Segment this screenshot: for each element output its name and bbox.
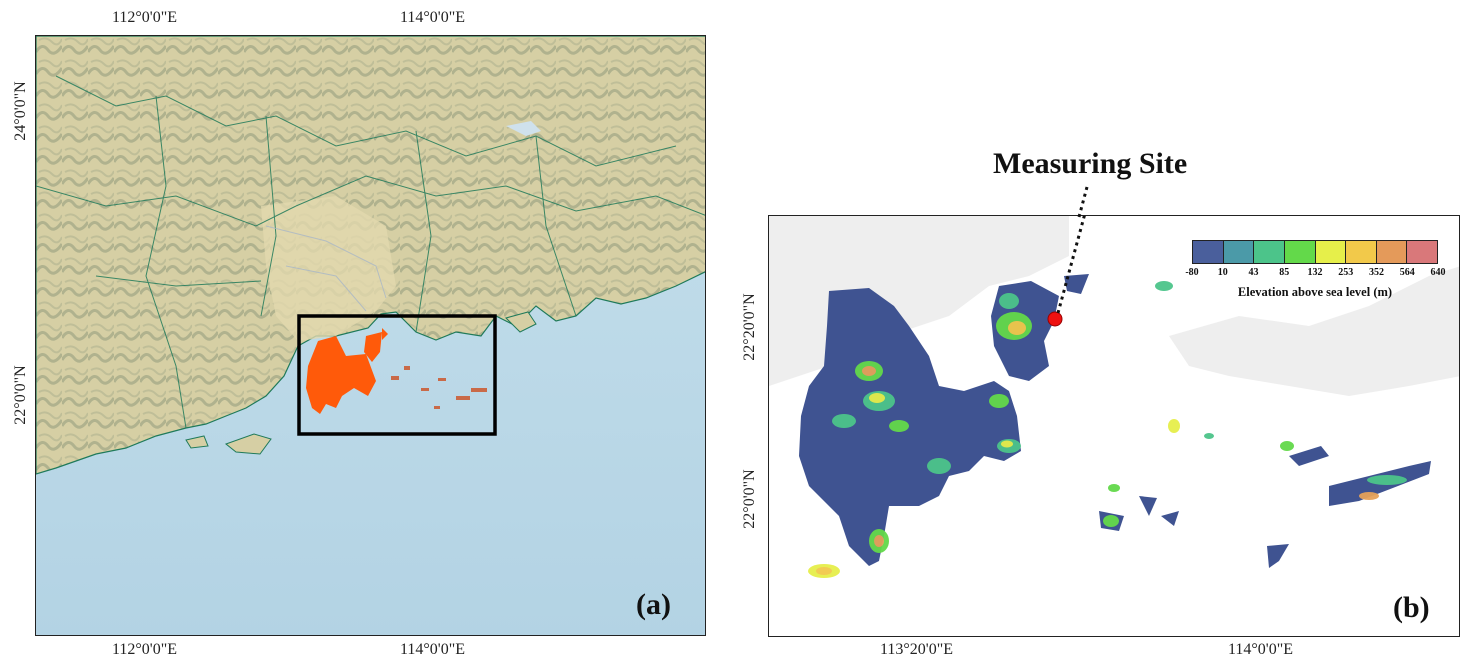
map-a-top-tick-2: 114°0'0"E — [400, 9, 465, 26]
map-a-left-tick-2: 22°0'0"N — [12, 365, 29, 425]
elevation-legend: -80 10 43 85 132 253 352 564 640 Elevati… — [1185, 240, 1446, 300]
map-b-bottom-tick-2: 114°0'0"E — [1228, 641, 1293, 658]
study-area-map: (b) — [768, 215, 1460, 637]
regional-map-graphic — [36, 36, 705, 635]
study-area-map-graphic — [769, 216, 1459, 578]
map-a-bottom-tick-2: 114°0'0"E — [400, 641, 465, 658]
site-leader-line — [1077, 186, 1089, 218]
legend-tick: 85 — [1279, 267, 1290, 278]
map-a-left-tick-1: 24°0'0"N — [12, 81, 29, 141]
panel-b-label: (b) — [1393, 591, 1430, 624]
legend-tick: 43 — [1248, 267, 1259, 278]
legend-title: Elevation above sea level (m) — [1237, 285, 1393, 299]
map-b-bottom-tick-1: 113°20'0"E — [880, 641, 953, 658]
study-area-box — [297, 314, 497, 436]
map-b-left-tick-2: 22°0'0"N — [741, 469, 758, 529]
legend-tick: 564 — [1399, 267, 1415, 278]
legend-tick: 10 — [1217, 267, 1228, 278]
regional-map: (a) — [35, 35, 706, 636]
legend-tick: 352 — [1369, 267, 1384, 278]
legend-tick: 132 — [1307, 267, 1323, 278]
legend-tick: -80 — [1185, 267, 1199, 278]
map-a-bottom-tick-1: 112°0'0"E — [112, 641, 177, 658]
panel-a-label: (a) — [636, 588, 671, 621]
study-area — [306, 328, 388, 414]
legend-colorbar — [1192, 240, 1438, 264]
legend-tick: 253 — [1338, 267, 1354, 278]
measuring-site-label: Measuring Site — [993, 147, 1188, 180]
legend-tick: 640 — [1430, 267, 1446, 278]
map-a-top-tick-1: 112°0'0"E — [112, 9, 177, 26]
map-b-left-tick-1: 22°20'0"N — [741, 293, 758, 361]
measuring-site-marker — [1047, 311, 1063, 327]
